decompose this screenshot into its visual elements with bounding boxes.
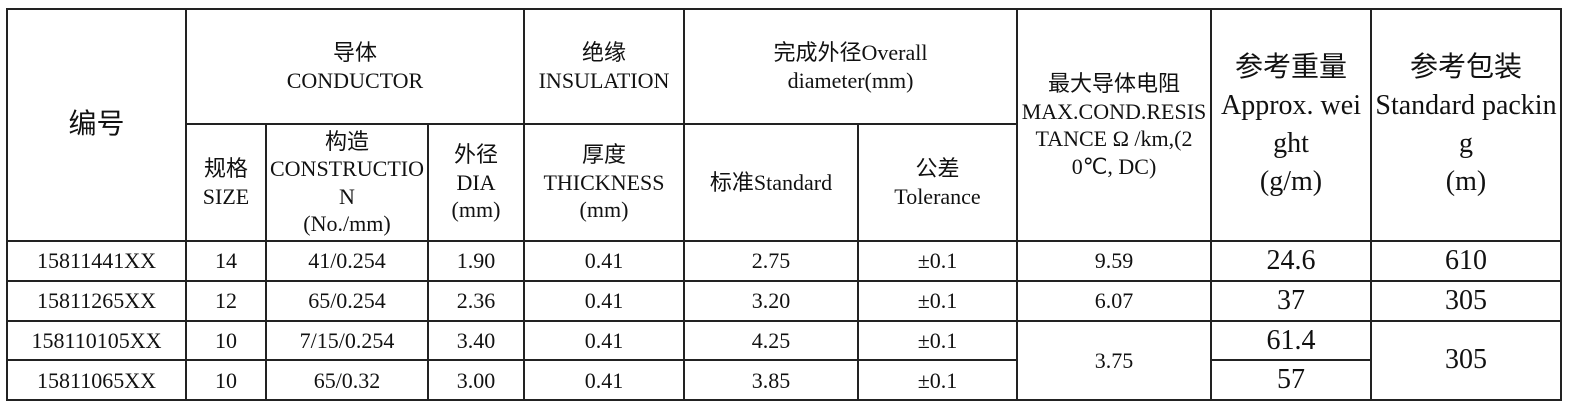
cell: 10 — [185, 319, 267, 362]
text: (No./mm) — [303, 211, 391, 236]
cell: 12 — [185, 279, 267, 322]
header-cell: 完成外径Overall diameter(mm) — [683, 8, 1018, 125]
header-cell: 最大导体电阻 MAX.COND.RESISTANCE Ω /km,(20℃, DC… — [1016, 8, 1212, 242]
cell: 3.40 — [427, 319, 525, 362]
text: diameter(mm) — [787, 67, 914, 93]
text: (mm) — [579, 197, 629, 223]
cell: 15811065XX — [6, 359, 187, 402]
header-cell: 构造 CONSTRUCTION (No./mm) — [265, 123, 429, 242]
cell: 3.20 — [683, 279, 859, 322]
text: 完成外径Overall — [773, 40, 928, 65]
cell: 2.75 — [683, 240, 859, 282]
text: INSULATION — [538, 67, 670, 93]
cell: 3.75 — [1016, 319, 1212, 402]
cell: 6.07 — [1016, 279, 1212, 322]
cell: 41/0.254 — [265, 240, 429, 282]
cell: 158110105XX — [6, 319, 187, 362]
cell: 0.41 — [523, 359, 685, 402]
text: 公差 — [915, 156, 960, 181]
header-cell: 导体 CONDUCTOR — [185, 8, 525, 125]
cell: 65/0.254 — [265, 279, 429, 322]
text: 构造 — [324, 128, 369, 154]
header-cell: 标准Standard — [683, 123, 859, 242]
cell: 65/0.32 — [265, 359, 429, 402]
text: 绝缘 — [581, 40, 626, 65]
text: 编号 — [68, 109, 125, 141]
text: (g/m) — [1259, 165, 1323, 197]
data-row: 15811265XX 12 65/0.254 2.36 0.41 3.20 ±0.1 6.07… — [6, 279, 1562, 322]
data-row: 158110105XX 10 7/15/0.254 3.40 0.41 4.25 ±0.1 3… — [6, 319, 1562, 402]
header-cell: 规格 SIZE — [185, 123, 267, 242]
cell: 61.4 — [1210, 319, 1372, 362]
header-cell: 厚度 THICKNESS (mm) — [523, 123, 685, 242]
text: 导体 — [332, 40, 377, 65]
cell: 14 — [185, 240, 267, 282]
cell: 15811265XX — [6, 279, 187, 322]
cell: 610 — [1370, 240, 1562, 282]
cell: 0.41 — [523, 279, 685, 322]
text: 参考重量 — [1234, 52, 1347, 84]
cell: 305 — [1370, 319, 1562, 402]
header-cell: 绝缘 INSULATION — [523, 8, 685, 125]
header-cell: 公差 Tolerance — [857, 123, 1018, 242]
text: SIZE — [202, 183, 250, 209]
data-row: 15811065XX 10 65/0.32 3.00 0.41 3.85 ±0.1 57 — [6, 359, 1561, 402]
text: 最大导体电阻 — [1047, 71, 1180, 96]
text: 标准Standard — [709, 169, 833, 195]
cell: 4.25 — [683, 319, 859, 362]
cell: ±0.1 — [857, 359, 1018, 402]
text: CONDUCTOR — [286, 67, 424, 93]
text: 外径 — [453, 142, 498, 168]
header-cell: 外径 DIA (mm) — [427, 123, 525, 242]
cell: ±0.1 — [857, 279, 1018, 322]
header-cell: 参考重量 Approx. weight (g/m) — [1210, 8, 1372, 242]
cell: 3.85 — [683, 359, 859, 402]
cell: 305 — [1370, 279, 1562, 322]
text: DIA — [456, 169, 496, 195]
text: Standard packing — [1375, 90, 1557, 159]
cell: 1.90 — [427, 240, 525, 282]
header-cell: 参考包装 Standard packing (m) — [1370, 8, 1562, 242]
cell: 9.59 — [1016, 240, 1212, 282]
text: 参考包装 — [1409, 52, 1522, 84]
text: 厚度 — [581, 142, 626, 168]
text: 规格 — [203, 156, 248, 181]
cell: 0.41 — [523, 319, 685, 362]
text: (m) — [1445, 165, 1487, 197]
cell: 2.36 — [427, 279, 525, 322]
header-cell: 编号 — [6, 8, 187, 242]
cell: 57 — [1210, 359, 1372, 402]
text: THICKNESS — [543, 169, 665, 195]
cell: 24.6 — [1210, 240, 1372, 282]
text: MAX.COND.RESISTANCE Ω /km,(20℃, DC) — [1021, 98, 1207, 179]
spec-table: 编号 导体 CONDUCTOR 绝缘 INSULATION 完成外径Overall d… — [6, 8, 1562, 402]
cell: 3.00 — [427, 359, 525, 402]
cell: 0.41 — [523, 240, 685, 282]
data-row: 15811441XX 14 41/0.254 1.90 0.41 2.75 ±0.1 9.59… — [6, 240, 1562, 282]
cell: 15811441XX — [6, 240, 187, 282]
cell: ±0.1 — [857, 240, 1018, 282]
text: Approx. weight — [1221, 90, 1361, 159]
text: (mm) — [451, 197, 501, 223]
cell: 37 — [1210, 279, 1372, 322]
text: CONSTRUCTION — [270, 156, 425, 209]
cell: ±0.1 — [857, 319, 1018, 362]
cell: 7/15/0.254 — [265, 319, 429, 362]
cell: 10 — [185, 359, 267, 402]
text: Tolerance — [894, 183, 981, 209]
